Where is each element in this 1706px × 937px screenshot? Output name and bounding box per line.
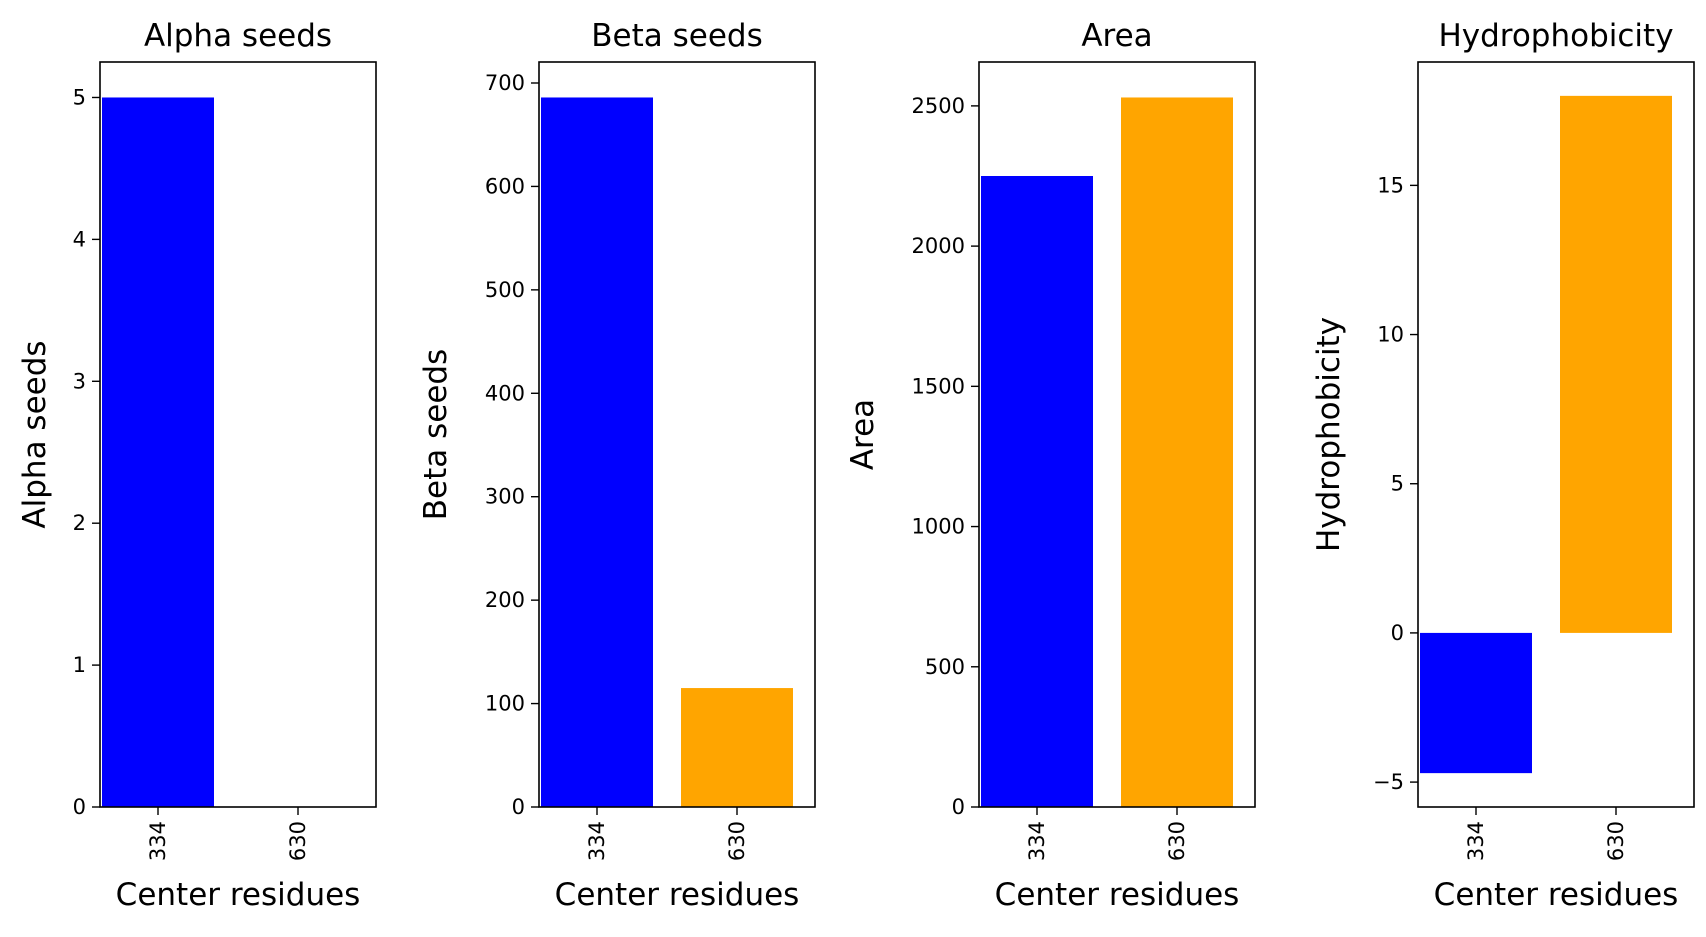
panel-hydrophobicity: Hydrophobicity −5 0 5 10 15 334 630 Hydrophob… [1311, 18, 1695, 913]
panel-title: Alpha seeds [144, 18, 332, 54]
y-tick-label: 2 [73, 511, 86, 535]
bar-334 [541, 97, 653, 807]
y-tick-label: 200 [485, 588, 525, 612]
y-tick-label: 15 [1377, 173, 1404, 197]
x-axis-label: Center residues [995, 877, 1240, 913]
panel-title: Beta seeds [591, 18, 762, 54]
y-tick-label: 1000 [912, 515, 965, 539]
y-tick-label: 600 [485, 174, 525, 198]
x-axis-label: Center residues [555, 877, 800, 913]
y-tick-label: 0 [1391, 621, 1404, 645]
y-tick-label: 300 [485, 485, 525, 509]
axes-frame [538, 61, 816, 808]
y-tick-label: 0 [73, 795, 86, 819]
x-tick-label: 334 [1025, 821, 1049, 861]
y-tick-label: 1 [73, 653, 86, 677]
panel-area: Area 0 500 1000 1500 2000 2500 334 630 Area Ce… [845, 18, 1256, 913]
axes-frame [1417, 61, 1695, 808]
y-tick-label: 2000 [912, 234, 965, 258]
axes-frame [99, 61, 377, 808]
y-tick-label: −5 [1373, 770, 1404, 794]
x-tick-label: 334 [146, 821, 170, 861]
x-axis-label: Center residues [116, 877, 361, 913]
panel-alpha-seeds: Alpha seeds 0 1 2 3 4 5 334 630 Alpha seeds Ce… [17, 18, 377, 913]
y-tick-label: 700 [485, 71, 525, 95]
x-tick-label: 630 [1604, 821, 1628, 861]
axes-frame [978, 61, 1256, 808]
y-axis-label: Hydrophobicity [1311, 317, 1347, 552]
y-tick-label: 5 [1391, 472, 1404, 496]
bar-630 [1560, 95, 1672, 633]
bar-334 [981, 176, 1093, 808]
y-tick-label: 400 [485, 381, 525, 405]
y-tick-label: 500 [925, 655, 965, 679]
panel-title: Hydrophobicity [1438, 18, 1673, 54]
x-tick-label: 334 [1464, 821, 1488, 861]
y-axis-label: Beta seeds [418, 349, 454, 520]
y-axis-label: Area [845, 399, 881, 470]
y-tick-label: 100 [485, 692, 525, 716]
y-axis-label: Alpha seeds [17, 340, 53, 528]
x-tick-label: 630 [1165, 821, 1189, 861]
bar-630 [1121, 97, 1233, 807]
bar-630 [681, 688, 793, 807]
y-tick-label: 10 [1377, 323, 1404, 347]
y-tick-label: 2500 [912, 94, 965, 118]
y-tick-label: 500 [485, 278, 525, 302]
y-tick-label: 0 [952, 795, 965, 819]
y-tick-label: 4 [73, 227, 86, 251]
panel-title: Area [1081, 18, 1152, 54]
panel-beta-seeds: Beta seeds 0 100 200 300 400 500 600 700 334 630… [418, 18, 816, 913]
bar-334 [102, 97, 214, 807]
bar-334 [1420, 632, 1532, 774]
x-axis-label: Center residues [1434, 877, 1679, 913]
x-tick-label: 334 [585, 821, 609, 861]
y-tick-label: 5 [73, 85, 86, 109]
y-tick-label: 3 [73, 369, 86, 393]
y-tick-label: 1500 [912, 374, 965, 398]
y-tick-label: 0 [512, 795, 525, 819]
x-tick-label: 630 [286, 821, 310, 861]
x-tick-label: 630 [725, 821, 749, 861]
